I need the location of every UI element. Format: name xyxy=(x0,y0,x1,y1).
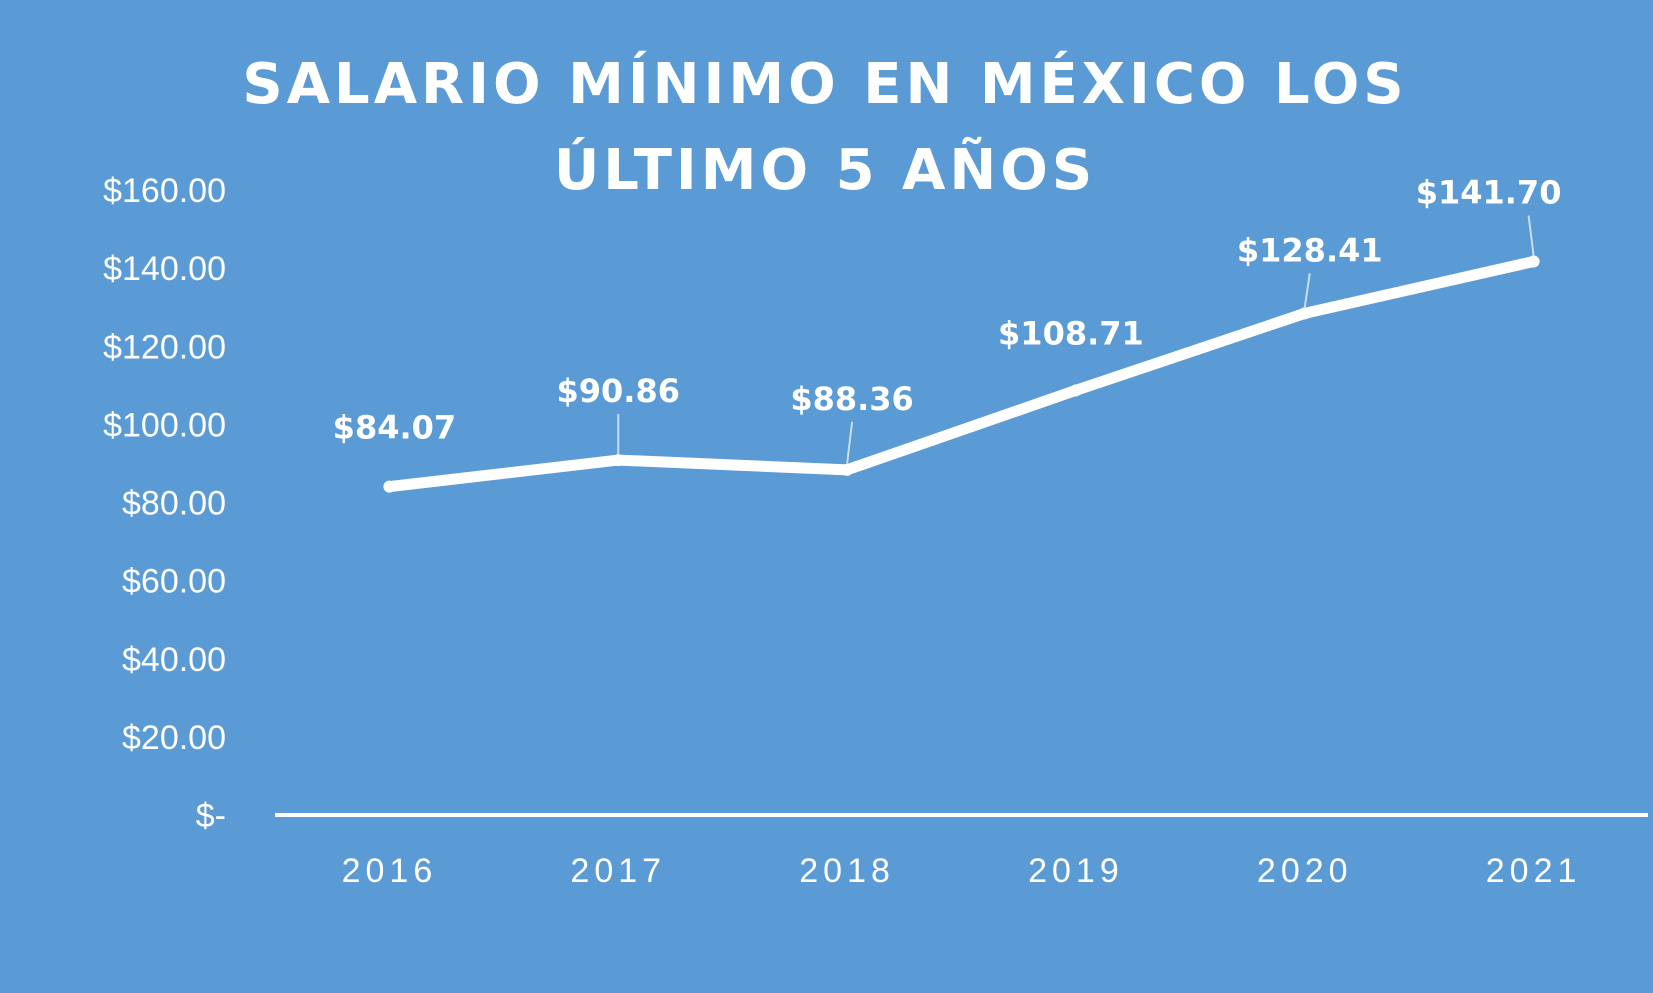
x-tick-label: 2020 xyxy=(1257,852,1353,890)
data-label: $90.86 xyxy=(557,372,680,410)
y-tick-label: $140.00 xyxy=(103,250,226,288)
y-tick-label: $120.00 xyxy=(103,328,226,366)
data-point xyxy=(1527,255,1540,268)
y-tick-label: $20.00 xyxy=(122,719,226,757)
data-point xyxy=(1069,384,1082,397)
drop-lines xyxy=(388,261,1535,815)
data-label-leader xyxy=(1527,215,1535,256)
series-line xyxy=(383,255,1540,493)
series-line-group xyxy=(383,255,1540,493)
y-tick-label: $60.00 xyxy=(122,563,226,601)
x-tick-label: 2018 xyxy=(799,852,895,890)
x-tick-label: 2021 xyxy=(1486,852,1582,890)
data-label: $88.36 xyxy=(790,380,913,418)
y-axis-tick-labels: $- $20.00 $40.00 $60.00 $80.00 $100.00 $120.00… xyxy=(103,172,226,835)
data-point xyxy=(383,480,396,493)
y-tick-label: $80.00 xyxy=(122,485,226,523)
data-label-leader xyxy=(846,421,854,464)
y-tick-label: $- xyxy=(196,797,226,835)
chart-title: SALARIO MÍNIMO EN MÉXICO LOS ÚLTIMO 5 AÑ… xyxy=(242,52,1408,203)
data-label: $128.41 xyxy=(1237,231,1383,269)
data-label: $141.70 xyxy=(1416,173,1562,211)
x-tick-label: 2016 xyxy=(342,852,438,890)
data-label: $108.71 xyxy=(998,314,1144,352)
x-axis-tick-labels: 2016 2017 2018 2019 2020 2021 xyxy=(342,852,1582,890)
y-tick-label: $40.00 xyxy=(122,641,226,679)
data-point xyxy=(1298,307,1311,320)
y-tick-label: $100.00 xyxy=(103,406,226,444)
data-point xyxy=(612,454,625,467)
data-point xyxy=(841,463,854,476)
data-labels: $84.07 $90.86 $88.36 $108.71 $128.41 $141.70 xyxy=(333,173,1562,464)
x-tick-label: 2017 xyxy=(570,852,666,890)
data-label-leader xyxy=(1303,273,1311,308)
y-tick-label: $160.00 xyxy=(103,172,226,210)
x-tick-label: 2019 xyxy=(1028,852,1124,890)
data-label: $84.07 xyxy=(333,409,456,447)
